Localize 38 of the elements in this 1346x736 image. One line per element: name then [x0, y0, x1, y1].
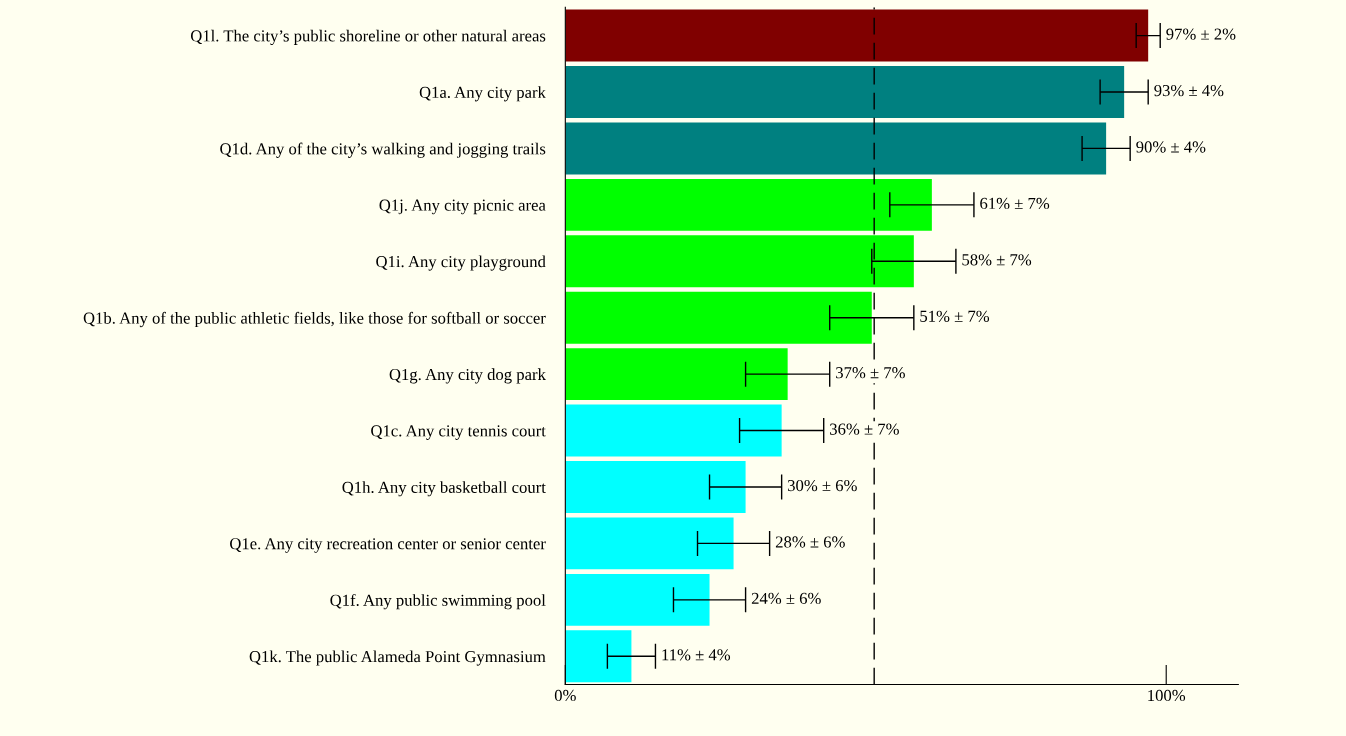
bar: [565, 291, 872, 344]
data-label: 97% ± 2%: [1166, 28, 1236, 40]
bar: [565, 122, 1107, 175]
y-tick-label: Q1e. Any city recreation center or senior center: [230, 538, 546, 553]
data-label: 30% ± 6%: [787, 479, 857, 492]
bar: [565, 461, 746, 513]
y-tick-label: Q1c. Any city tennis court: [371, 425, 546, 440]
data-label: 36% ± 7%: [830, 423, 899, 435]
data-label: 93% ± 4%: [1154, 84, 1224, 97]
data-label: 58% ± 7%: [962, 254, 1032, 266]
y-tick-label: Q1i. Any city playground: [376, 255, 546, 271]
bar: [565, 517, 734, 570]
y-tick-label: Q1l. The city’s public shoreline or other natural areas: [190, 29, 546, 45]
y-tick-label: Q1d. Any of the city’s walking and jogging trails: [220, 142, 546, 158]
x-tick-label: 0%: [554, 689, 576, 702]
y-tick-label: Q1a. Any city park: [419, 86, 546, 102]
bar: [565, 9, 1149, 62]
y-tick-label: Q1j. Any city picnic area: [379, 199, 546, 215]
bar: [565, 235, 914, 288]
y-tick-label: Q1g. Any city dog park: [389, 368, 546, 384]
data-label: 61% ± 7%: [980, 197, 1050, 210]
y-tick-label: Q1h. Any city basketball court: [342, 481, 546, 497]
x-tick-label: 100%: [1148, 689, 1186, 702]
data-label: 37% ± 7%: [836, 367, 905, 379]
bar: [565, 404, 782, 457]
data-label: 90% ± 4%: [1136, 141, 1206, 153]
bar: [565, 348, 788, 401]
data-label: 24% ± 6%: [751, 592, 821, 605]
y-tick-label: Q1b. Any of the public athletic fields, like those for softball or soccer: [83, 311, 546, 328]
data-label: 28% ± 6%: [775, 536, 845, 548]
bar: [565, 573, 710, 626]
y-tick-label: Q1f. Any public swimming pool: [330, 593, 546, 610]
data-label: 51% ± 7%: [920, 310, 990, 322]
data-label: 11% ± 4%: [662, 649, 731, 661]
bar: [565, 630, 632, 683]
y-tick-label: Q1k. The public Alameda Point Gymnasium: [249, 650, 546, 666]
bar: [565, 66, 1125, 118]
bar: [565, 178, 932, 231]
